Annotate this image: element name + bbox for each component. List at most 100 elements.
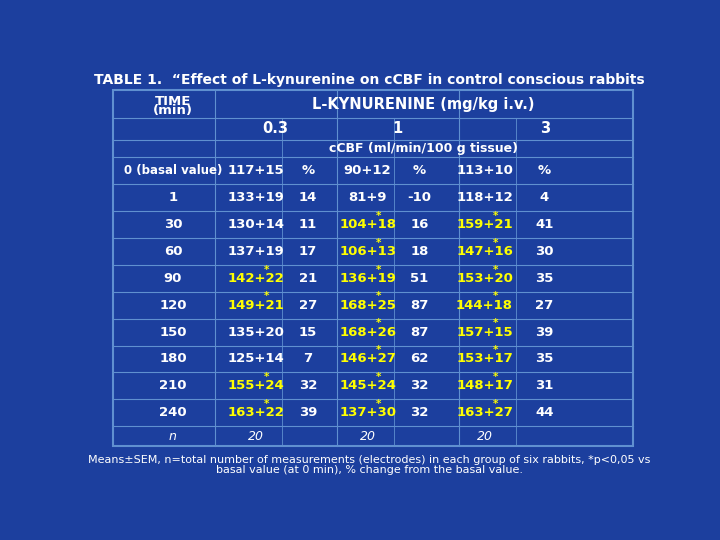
Text: *: * xyxy=(264,399,269,409)
Text: 240: 240 xyxy=(159,406,186,419)
Text: *: * xyxy=(376,292,382,301)
Text: 146+27: 146+27 xyxy=(339,353,396,366)
Text: *: * xyxy=(264,265,269,274)
Text: 117+15: 117+15 xyxy=(228,164,284,177)
Text: 1: 1 xyxy=(168,191,178,204)
Text: *: * xyxy=(492,292,498,301)
Text: 30: 30 xyxy=(163,218,182,231)
Text: 30: 30 xyxy=(535,245,554,258)
Text: 41: 41 xyxy=(535,218,554,231)
Text: 147+16: 147+16 xyxy=(456,245,513,258)
Text: 113+10: 113+10 xyxy=(456,164,513,177)
Bar xyxy=(113,90,632,446)
Text: 7: 7 xyxy=(303,353,312,366)
Text: 148+17: 148+17 xyxy=(456,380,513,393)
Text: 20: 20 xyxy=(477,429,492,443)
Text: 32: 32 xyxy=(410,406,429,419)
Text: 14: 14 xyxy=(299,191,317,204)
Text: 18: 18 xyxy=(410,245,429,258)
Text: 137+19: 137+19 xyxy=(228,245,284,258)
Text: *: * xyxy=(264,372,269,382)
Text: 20: 20 xyxy=(360,429,376,443)
Text: TIME: TIME xyxy=(155,95,191,108)
Text: 4: 4 xyxy=(539,191,549,204)
Text: *: * xyxy=(492,399,498,409)
Text: %: % xyxy=(538,164,551,177)
Text: 135+20: 135+20 xyxy=(228,326,284,339)
Text: 27: 27 xyxy=(299,299,317,312)
Text: 149+21: 149+21 xyxy=(228,299,284,312)
Text: 27: 27 xyxy=(535,299,554,312)
Text: n: n xyxy=(169,429,177,443)
Text: 87: 87 xyxy=(410,299,429,312)
Text: Means±SEM, n=total number of measurements (electrodes) in each group of six rabb: Means±SEM, n=total number of measurement… xyxy=(88,455,650,465)
Text: 39: 39 xyxy=(535,326,554,339)
Text: 168+26: 168+26 xyxy=(339,326,396,339)
Text: 130+14: 130+14 xyxy=(228,218,284,231)
Text: 180: 180 xyxy=(159,353,186,366)
Text: 163+27: 163+27 xyxy=(456,406,513,419)
Text: 35: 35 xyxy=(535,353,554,366)
Text: cCBF (ml/min/100 g tissue): cCBF (ml/min/100 g tissue) xyxy=(329,142,518,155)
Text: 155+24: 155+24 xyxy=(228,380,284,393)
Text: 106+13: 106+13 xyxy=(339,245,396,258)
Text: 15: 15 xyxy=(299,326,317,339)
Text: 118+12: 118+12 xyxy=(456,191,513,204)
Text: 136+19: 136+19 xyxy=(339,272,396,285)
Text: 90+12: 90+12 xyxy=(344,164,392,177)
Text: *: * xyxy=(376,265,382,274)
Text: %: % xyxy=(302,164,315,177)
Text: 0.3: 0.3 xyxy=(263,122,289,137)
Text: 153+20: 153+20 xyxy=(456,272,513,285)
Text: 125+14: 125+14 xyxy=(228,353,284,366)
Text: *: * xyxy=(492,238,498,248)
Text: 144+18: 144+18 xyxy=(456,299,513,312)
Text: 32: 32 xyxy=(299,380,317,393)
Text: 32: 32 xyxy=(410,380,429,393)
Text: 39: 39 xyxy=(299,406,317,419)
Text: 62: 62 xyxy=(410,353,429,366)
Text: 104+18: 104+18 xyxy=(339,218,396,231)
Text: *: * xyxy=(492,211,498,221)
Text: 1: 1 xyxy=(392,122,402,137)
Text: 17: 17 xyxy=(299,245,317,258)
Text: 145+24: 145+24 xyxy=(339,380,396,393)
Text: TABLE 1.  “Effect of L-kynurenine on cCBF in control conscious rabbits: TABLE 1. “Effect of L-kynurenine on cCBF… xyxy=(94,73,644,87)
Text: 44: 44 xyxy=(535,406,554,419)
Text: *: * xyxy=(376,318,382,328)
Text: *: * xyxy=(492,265,498,274)
Text: 60: 60 xyxy=(163,245,182,258)
Text: 16: 16 xyxy=(410,218,429,231)
Text: 87: 87 xyxy=(410,326,429,339)
Text: -10: -10 xyxy=(408,191,431,204)
Text: 120: 120 xyxy=(159,299,186,312)
Text: 3: 3 xyxy=(541,122,551,137)
Text: 0 (basal value): 0 (basal value) xyxy=(124,164,222,177)
Text: 90: 90 xyxy=(163,272,182,285)
Text: basal value (at 0 min), % change from the basal value.: basal value (at 0 min), % change from th… xyxy=(215,465,523,475)
Text: 153+17: 153+17 xyxy=(456,353,513,366)
Text: %: % xyxy=(413,164,426,177)
Text: 157+15: 157+15 xyxy=(456,326,513,339)
Text: *: * xyxy=(264,292,269,301)
Text: 133+19: 133+19 xyxy=(228,191,284,204)
Text: *: * xyxy=(376,211,382,221)
Text: 81+9: 81+9 xyxy=(348,191,387,204)
Text: 137+30: 137+30 xyxy=(339,406,396,419)
Text: 150: 150 xyxy=(159,326,186,339)
Text: *: * xyxy=(492,372,498,382)
Text: *: * xyxy=(376,345,382,355)
Text: *: * xyxy=(492,345,498,355)
Text: 142+22: 142+22 xyxy=(228,272,284,285)
Text: *: * xyxy=(492,318,498,328)
Text: *: * xyxy=(376,399,382,409)
Text: 21: 21 xyxy=(299,272,317,285)
Text: (min): (min) xyxy=(153,104,193,117)
Text: 210: 210 xyxy=(159,380,186,393)
Text: L-KYNURENINE (mg/kg i.v.): L-KYNURENINE (mg/kg i.v.) xyxy=(312,97,535,112)
Text: *: * xyxy=(376,238,382,248)
Text: 35: 35 xyxy=(535,272,554,285)
Text: 163+22: 163+22 xyxy=(228,406,284,419)
Text: 159+21: 159+21 xyxy=(456,218,513,231)
Text: 31: 31 xyxy=(535,380,554,393)
